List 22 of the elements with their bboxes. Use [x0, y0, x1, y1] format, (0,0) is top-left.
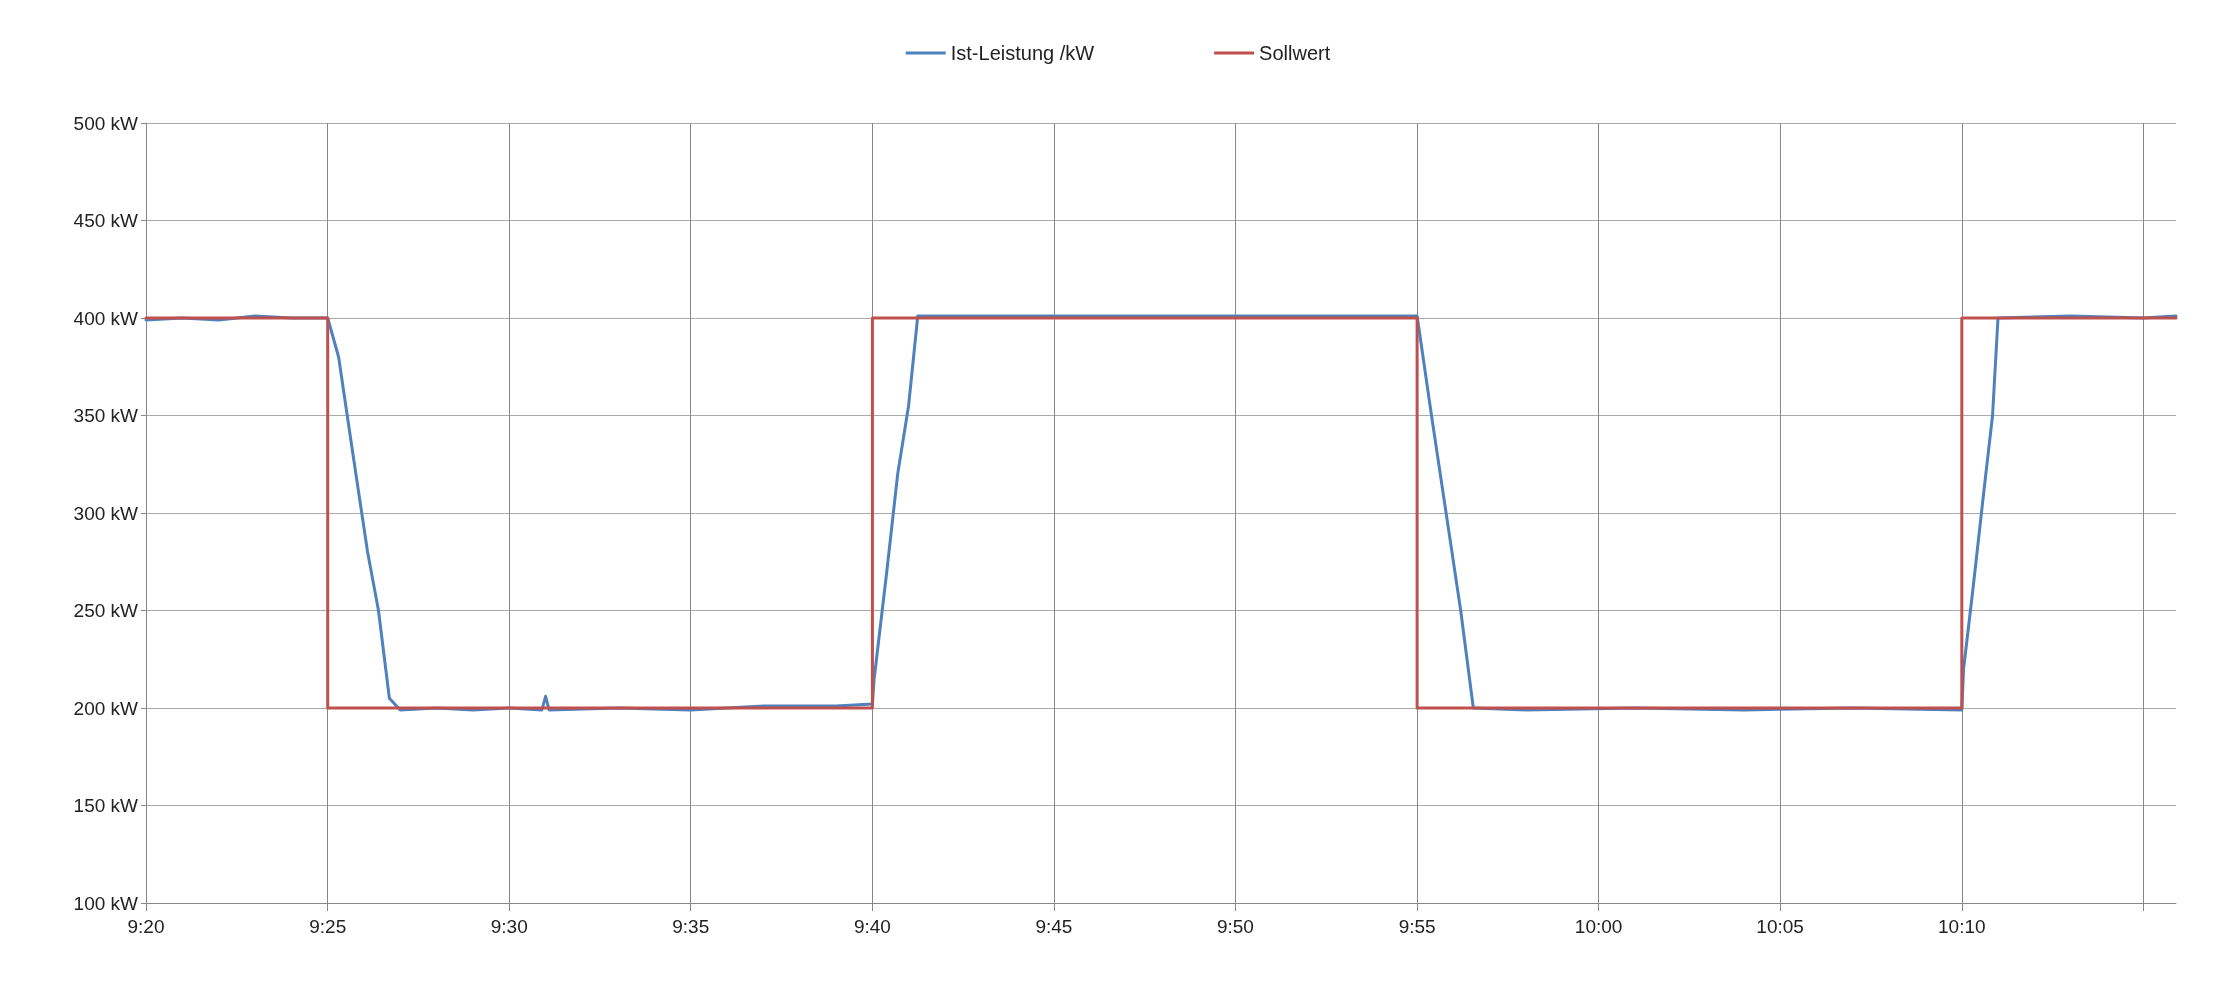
x-tick-label: 9:25	[309, 916, 347, 937]
y-tick-label: 300 kW	[73, 502, 139, 524]
y-tick-label: 450 kW	[73, 210, 139, 231]
x-tick-label: 9:35	[672, 916, 710, 937]
y-tick-label: 350 kW	[73, 405, 139, 426]
y-tick-label: 200 kW	[73, 697, 139, 719]
x-tick-label: 9:55	[1398, 916, 1436, 937]
y-tick-label: 150 kW	[73, 795, 139, 816]
x-tick-label: 9:45	[1035, 916, 1073, 937]
y-tick-label: 500 kW	[73, 112, 139, 134]
y-tick-label: 250 kW	[73, 600, 139, 621]
y-tick-label: 400 kW	[73, 307, 139, 329]
x-tick-label: 10:10	[1938, 916, 1986, 937]
x-tick-label: 9:30	[490, 916, 528, 937]
x-tick-label: 10:00	[1574, 916, 1623, 937]
legend-label: Sollwert	[1259, 42, 1331, 64]
y-tick-label: 100 kW	[73, 892, 139, 914]
legend-label: Ist-Leistung /kW	[950, 42, 1095, 64]
x-tick-label: 10:05	[1756, 916, 1804, 937]
x-tick-label: 9:50	[1216, 916, 1254, 937]
x-tick-label: 9:40	[853, 916, 891, 937]
x-tick-label: 9:20	[127, 916, 165, 937]
